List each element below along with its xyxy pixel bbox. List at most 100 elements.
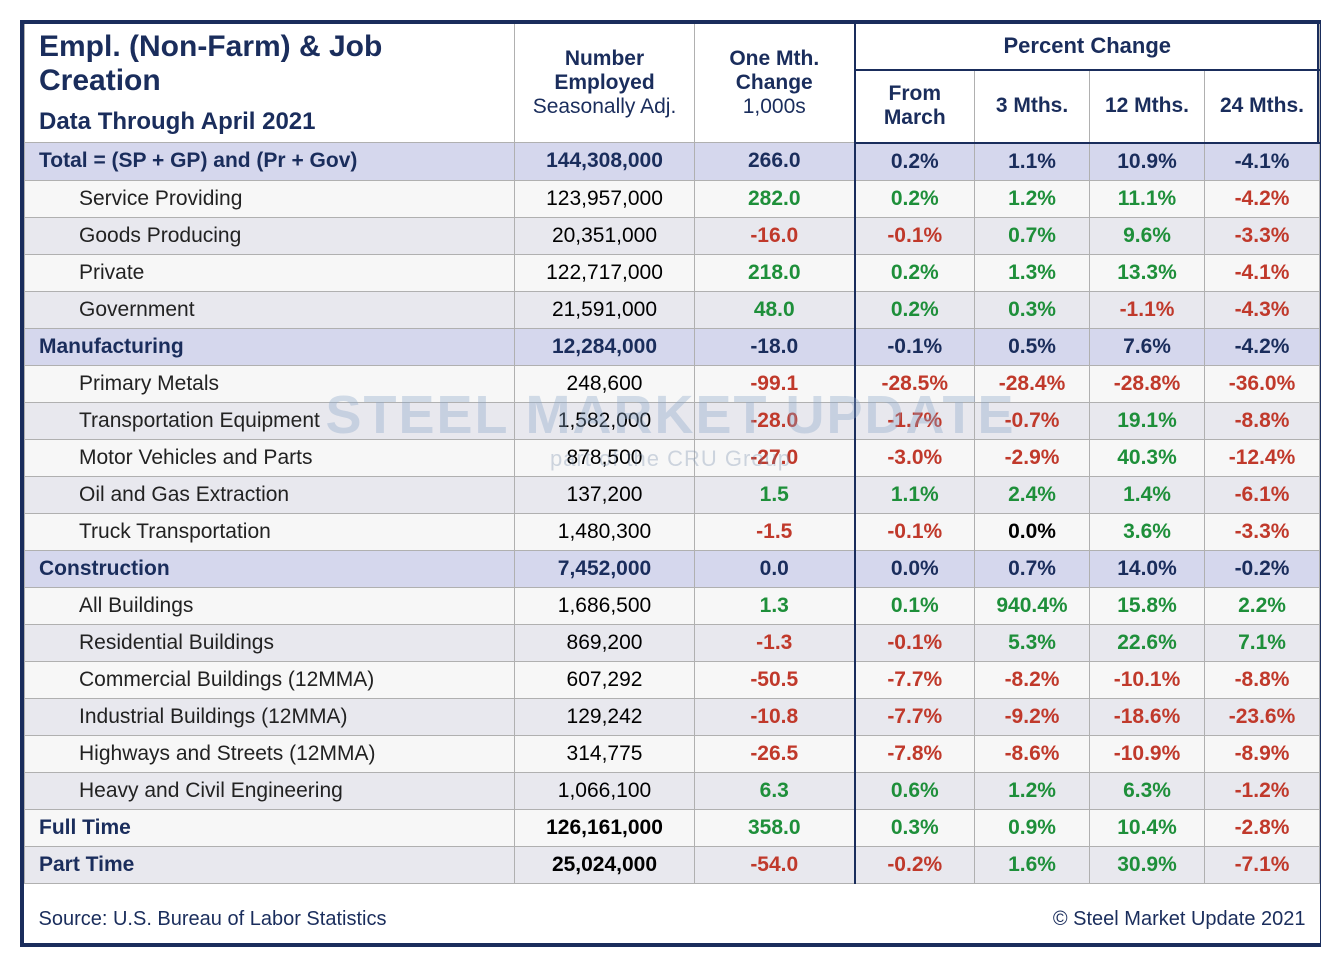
cell-pct: 0.2% xyxy=(855,291,975,328)
cell-employed: 607,292 xyxy=(515,661,695,698)
table-row: Transportation Equipment1,582,000-28.0-1… xyxy=(25,402,1320,439)
row-label: Construction xyxy=(25,550,515,587)
cell-pct: -10.9% xyxy=(1090,735,1205,772)
col-24mths: 24 Mths. xyxy=(1205,70,1320,143)
cell-employed: 122,717,000 xyxy=(515,254,695,291)
cell-change: -26.5 xyxy=(695,735,855,772)
cell-change: -27.0 xyxy=(695,439,855,476)
cell-employed: 20,351,000 xyxy=(515,217,695,254)
table-row: Motor Vehicles and Parts878,500-27.0-3.0… xyxy=(25,439,1320,476)
cell-change: -28.0 xyxy=(695,402,855,439)
cell-pct: -3.3% xyxy=(1205,513,1320,550)
cell-pct: 40.3% xyxy=(1090,439,1205,476)
table-title: Empl. (Non-Farm) & Job Creation Data Thr… xyxy=(25,24,515,143)
cell-pct: 1.2% xyxy=(975,180,1090,217)
table-row: Heavy and Civil Engineering1,066,1006.30… xyxy=(25,772,1320,809)
cell-pct: -8.8% xyxy=(1205,661,1320,698)
cell-pct: -8.2% xyxy=(975,661,1090,698)
cell-pct: -7.7% xyxy=(855,698,975,735)
cell-change: -50.5 xyxy=(695,661,855,698)
cell-pct: -18.6% xyxy=(1090,698,1205,735)
table-row: Goods Producing20,351,000-16.0-0.1%0.7%9… xyxy=(25,217,1320,254)
cell-change: 48.0 xyxy=(695,291,855,328)
cell-pct: 5.3% xyxy=(975,624,1090,661)
cell-employed: 144,308,000 xyxy=(515,143,695,181)
table-row: Government21,591,00048.00.2%0.3%-1.1%-4.… xyxy=(25,291,1320,328)
cell-change: 218.0 xyxy=(695,254,855,291)
cell-pct: -3.0% xyxy=(855,439,975,476)
cell-change: 282.0 xyxy=(695,180,855,217)
table-body: Total = (SP + GP) and (Pr + Gov)144,308,… xyxy=(25,143,1320,884)
cell-pct: 2.4% xyxy=(975,476,1090,513)
cell-employed: 21,591,000 xyxy=(515,291,695,328)
cell-change: 6.3 xyxy=(695,772,855,809)
cell-pct: 0.2% xyxy=(855,143,975,181)
cell-pct: -4.1% xyxy=(1205,254,1320,291)
cell-pct: 19.1% xyxy=(1090,402,1205,439)
cell-pct: -3.3% xyxy=(1205,217,1320,254)
section-row: Total = (SP + GP) and (Pr + Gov)144,308,… xyxy=(25,143,1320,181)
row-label: Oil and Gas Extraction xyxy=(25,476,515,513)
row-label: Goods Producing xyxy=(25,217,515,254)
cell-pct: 6.3% xyxy=(1090,772,1205,809)
cell-pct: -4.1% xyxy=(1205,143,1320,181)
cell-employed: 25,024,000 xyxy=(515,846,695,883)
cell-change: 0.0 xyxy=(695,550,855,587)
cell-pct: 7.1% xyxy=(1205,624,1320,661)
table-row: All Buildings1,686,5001.30.1%940.4%15.8%… xyxy=(25,587,1320,624)
cell-pct: -0.7% xyxy=(975,402,1090,439)
cell-change: 1.5 xyxy=(695,476,855,513)
cell-pct: 0.0% xyxy=(975,513,1090,550)
cell-pct: 0.3% xyxy=(855,809,975,846)
cell-pct: 0.9% xyxy=(975,809,1090,846)
cell-pct: 30.9% xyxy=(1090,846,1205,883)
table-row: Commercial Buildings (12MMA)607,292-50.5… xyxy=(25,661,1320,698)
row-label: Industrial Buildings (12MMA) xyxy=(25,698,515,735)
table-row: Full Time126,161,000358.00.3%0.9%10.4%-2… xyxy=(25,809,1320,846)
cell-pct: -28.5% xyxy=(855,365,975,402)
cell-pct: -1.1% xyxy=(1090,291,1205,328)
cell-pct: 9.6% xyxy=(1090,217,1205,254)
cell-pct: 22.6% xyxy=(1090,624,1205,661)
cell-pct: 11.1% xyxy=(1090,180,1205,217)
row-label: Highways and Streets (12MMA) xyxy=(25,735,515,772)
col-employed: Number Employed Seasonally Adj. xyxy=(515,24,695,143)
cell-change: -99.1 xyxy=(695,365,855,402)
table-row: Residential Buildings869,200-1.3-0.1%5.3… xyxy=(25,624,1320,661)
cell-pct: 2.2% xyxy=(1205,587,1320,624)
row-label: Private xyxy=(25,254,515,291)
cell-change: 358.0 xyxy=(695,809,855,846)
table-row: Service Providing123,957,000282.00.2%1.2… xyxy=(25,180,1320,217)
cell-pct: -2.8% xyxy=(1205,809,1320,846)
cell-pct: 940.4% xyxy=(975,587,1090,624)
cell-pct: -6.1% xyxy=(1205,476,1320,513)
cell-pct: -4.2% xyxy=(1205,180,1320,217)
cell-employed: 12,284,000 xyxy=(515,328,695,365)
cell-pct: -7.8% xyxy=(855,735,975,772)
row-label: Total = (SP + GP) and (Pr + Gov) xyxy=(25,143,515,181)
col-from-march: From March xyxy=(855,70,975,143)
cell-pct: 14.0% xyxy=(1090,550,1205,587)
cell-pct: 0.7% xyxy=(975,217,1090,254)
section-row: Construction7,452,0000.00.0%0.7%14.0%-0.… xyxy=(25,550,1320,587)
row-label: Government xyxy=(25,291,515,328)
cell-employed: 869,200 xyxy=(515,624,695,661)
cell-change: -1.3 xyxy=(695,624,855,661)
cell-pct: 1.2% xyxy=(975,772,1090,809)
table-row: Private122,717,000218.00.2%1.3%13.3%-4.1… xyxy=(25,254,1320,291)
cell-pct: -2.9% xyxy=(975,439,1090,476)
cell-pct: -1.2% xyxy=(1205,772,1320,809)
cell-pct: 1.6% xyxy=(975,846,1090,883)
employment-table: Empl. (Non-Farm) & Job Creation Data Thr… xyxy=(24,24,1320,943)
row-label: Transportation Equipment xyxy=(25,402,515,439)
row-label: Motor Vehicles and Parts xyxy=(25,439,515,476)
cell-pct: 15.8% xyxy=(1090,587,1205,624)
footer-source: Source: U.S. Bureau of Labor Statistics xyxy=(25,883,855,943)
cell-pct: 0.5% xyxy=(975,328,1090,365)
footer-copyright: © Steel Market Update 2021 xyxy=(855,883,1320,943)
row-label: Full Time xyxy=(25,809,515,846)
cell-pct: -9.2% xyxy=(975,698,1090,735)
cell-pct: 0.2% xyxy=(855,180,975,217)
cell-pct: 10.4% xyxy=(1090,809,1205,846)
table-row: Industrial Buildings (12MMA)129,242-10.8… xyxy=(25,698,1320,735)
